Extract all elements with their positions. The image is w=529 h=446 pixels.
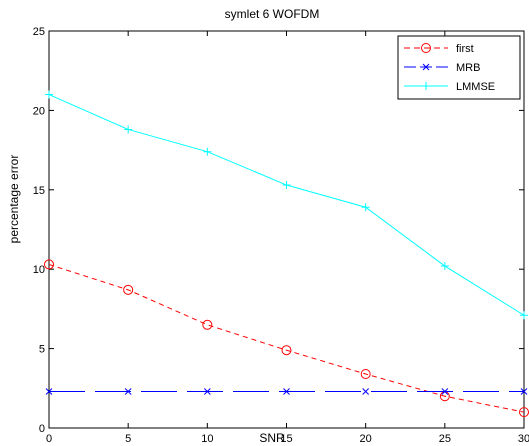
legend: first MRB LMMSE [397,35,521,100]
axis-ticks: 0 5 10 15 20 25 30 0 5 10 15 20 25 [33,26,529,445]
legend-marker [421,43,431,53]
legend-marker [422,82,430,90]
chart-title: symlet 6 WOFDM [225,7,320,21]
legend-box [397,35,521,100]
y-tick-label: 10 [33,264,45,276]
data-point [281,345,292,356]
legend-item: MRB [404,62,480,74]
x-tick-label: 5 [125,433,131,445]
data-point [203,147,212,156]
x-axis-label: SNR [259,431,285,445]
y-tick-label: 5 [39,344,45,356]
series-layer [44,90,529,418]
series-lmmse [45,90,528,320]
legend-item: LMMSE [404,81,495,93]
x-tick-label: 20 [360,433,372,445]
data-point [202,319,213,330]
data-point [520,311,528,320]
y-axis-label: percentage error [7,155,21,244]
x-tick-label: 0 [46,433,52,445]
data-point [283,388,290,395]
legend-item: first [404,43,474,55]
x-tick-label: 15 [280,433,292,445]
x-tick-label: 30 [518,433,529,445]
legend-label: first [456,43,474,55]
data-point [282,181,291,190]
legend-label: LMMSE [456,81,495,93]
data-point [45,388,53,395]
series-line [48,263,525,413]
y-tick-label: 20 [33,105,45,117]
data-point [124,125,133,134]
data-point [203,388,211,395]
data-point [44,259,54,270]
legend-marker [422,63,430,71]
x-tick-label: 10 [201,433,213,445]
y-tick-label: 15 [33,185,45,197]
y-tick-label: 0 [39,423,45,435]
data-point [520,388,528,395]
series-mrb [45,388,528,395]
data-point [440,262,449,271]
data-point [123,284,134,295]
y-tick-label: 25 [33,26,45,38]
data-point [361,203,370,212]
series-first [44,259,529,418]
data-point [124,388,132,395]
data-point [441,388,449,395]
data-point [360,369,371,380]
x-tick-label: 25 [439,433,451,445]
data-point [362,388,370,395]
data-point [45,90,53,99]
legend-label: MRB [456,62,480,74]
